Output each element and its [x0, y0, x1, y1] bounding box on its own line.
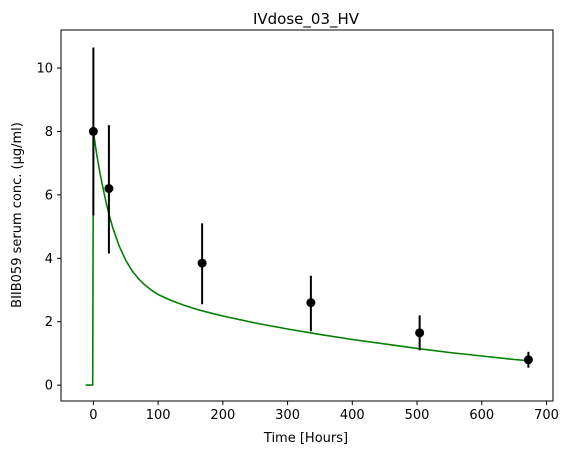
y-tick-label: 4	[45, 252, 53, 267]
model-line	[85, 130, 529, 386]
x-axis-label: Time [Hours]	[263, 431, 348, 446]
x-tick-label: 600	[469, 408, 494, 423]
model-series	[85, 130, 529, 386]
x-tick-label: 400	[340, 408, 365, 423]
y-tick-label: 6	[45, 188, 53, 203]
plot-area	[60, 29, 554, 402]
observed-series	[88, 47, 533, 368]
data-point	[197, 258, 207, 268]
y-axis: 0 2 4 6 8 10	[36, 62, 61, 394]
chart-title: IVdose_03_HV	[253, 10, 360, 29]
x-tick-label: 100	[146, 408, 171, 423]
x-tick-label: 300	[275, 408, 300, 423]
x-tick-label: 700	[534, 408, 559, 423]
data-point	[415, 328, 425, 338]
data-point	[104, 184, 114, 194]
data-point	[523, 355, 533, 365]
x-axis: 0 100 200 300 400 500 600 700	[89, 401, 559, 423]
data-point	[306, 298, 316, 308]
y-tick-label: 0	[45, 379, 53, 394]
y-axis-label: BIIB059 serum conc. (µg/ml)	[10, 122, 25, 308]
data-point	[88, 126, 98, 136]
x-tick-label: 0	[89, 408, 97, 423]
x-tick-label: 200	[210, 408, 235, 423]
x-tick-label: 500	[405, 408, 430, 423]
y-tick-label: 8	[45, 125, 53, 140]
y-tick-label: 10	[36, 62, 53, 77]
y-tick-label: 2	[45, 315, 53, 330]
